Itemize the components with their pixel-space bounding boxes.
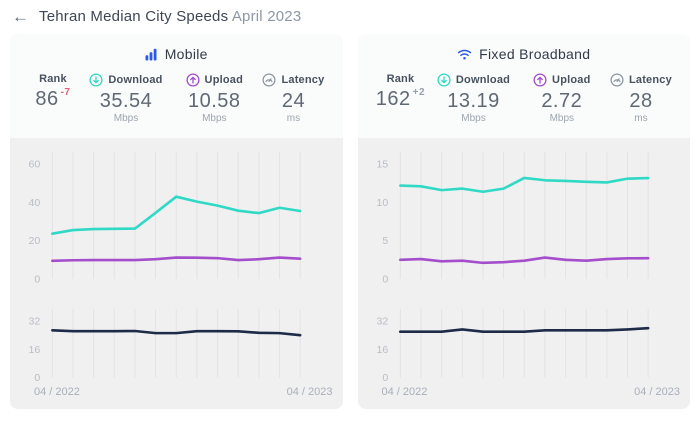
mobile-charts: 60 40 20 0 32 16 0 04 / 2022 04 / 2023 [10,138,343,398]
signal-bars-icon [145,48,158,61]
rank-change-badge: +2 [412,87,426,99]
stat-label: Upload [552,74,591,86]
x-axis-start-label: 04 / 2022 [34,385,80,398]
svg-text:16: 16 [28,344,40,356]
svg-text:0: 0 [382,274,388,286]
stat-download: Download 13.19 Mbps [429,73,517,125]
stat-label: Download [455,74,511,86]
wifi-icon [457,48,472,61]
stat-unit: Mbps [461,113,486,124]
network-label: Fixed Broadband [479,46,591,62]
x-axis-end-label: 04 / 2023 [634,385,680,398]
svg-text:20: 20 [28,235,40,247]
stat-unit: Mbps [113,113,139,124]
network-label: Mobile [164,46,208,62]
back-arrow-icon[interactable]: ← [12,7,29,26]
svg-text:40: 40 [28,197,40,209]
fixed-charts: 15 10 5 0 32 16 0 04 / 2022 04 / 2023 [358,138,691,398]
svg-text:0: 0 [34,274,40,286]
mobile-stats: Rank 86 -7 Download [24,73,329,125]
stat-label: Latency [281,74,325,86]
latency-gauge-icon [262,73,276,87]
fixed-card-header: Fixed Broadband Rank 162 +2 [357,34,690,138]
stat-label: Download [108,74,163,86]
page-title-main: Tehran Median City Speeds [39,8,229,25]
mobile-latency-chart: 32 16 0 [28,309,302,384]
x-axis-start-label: 04 / 2022 [381,385,428,398]
stat-label: Rank [386,73,415,85]
fixed-broadband-card: Fixed Broadband Rank 162 +2 [357,34,691,409]
svg-text:32: 32 [28,316,40,328]
stat-value: 162 +2 [375,87,426,110]
stat-value: 28 [629,90,653,112]
rank-change-badge: -7 [60,87,71,99]
stat-rank: Rank 162 +2 [372,73,430,125]
stat-unit: Mbps [202,113,227,124]
stat-label: Latency [628,74,672,86]
fixed-latency-chart: 32 16 0 [376,309,649,384]
stat-value: 2.72 [541,90,583,112]
upload-arrow-icon [533,73,547,87]
stat-value: 10.58 [188,90,241,112]
svg-text:16: 16 [376,344,388,356]
stat-upload: Upload 2.72 Mbps [518,73,606,125]
svg-text:0: 0 [382,372,388,384]
stat-unit: ms [286,113,301,124]
stat-unit: ms [634,113,648,124]
mobile-network-header: Mobile [24,46,329,62]
stat-value: 35.54 [99,90,153,112]
stat-label: Rank [39,73,67,85]
svg-text:5: 5 [382,235,388,247]
download-arrow-icon [89,73,103,87]
page-title: Tehran Median City Speeds April 2023 [39,8,301,25]
stat-value: 13.19 [447,90,500,112]
fixed-stats: Rank 162 +2 Download [372,73,677,125]
stat-latency: Latency 28 ms [606,73,676,125]
latency-gauge-icon [610,73,624,87]
page-title-period: April 2023 [231,8,302,25]
page-header: ← Tehran Median City Speeds April 2023 [0,0,700,31]
stat-value: 86 -7 [35,87,71,110]
stat-unit: Mbps [549,113,575,124]
svg-text:15: 15 [376,159,388,171]
x-axis-end-label: 04 / 2023 [286,385,333,398]
stat-rank: Rank 86 -7 [24,73,82,125]
svg-text:60: 60 [28,159,40,171]
svg-text:10: 10 [376,197,388,209]
svg-text:32: 32 [376,316,388,328]
stat-upload: Upload 10.58 Mbps [170,73,258,125]
upload-arrow-icon [185,73,200,87]
fixed-network-header: Fixed Broadband [372,46,677,62]
fixed-x-axis: 04 / 2022 04 / 2023 [358,386,691,398]
mobile-speed-chart: 60 40 20 0 [28,152,302,286]
download-arrow-icon [437,73,451,87]
mobile-card: Mobile Rank 86 -7 [10,34,343,409]
mobile-card-header: Mobile Rank 86 -7 [10,34,343,138]
fixed-speed-chart: 15 10 5 0 [376,152,649,286]
cards-row: Mobile Rank 86 -7 [10,34,690,409]
stat-value: 24 [281,90,306,112]
stat-download: Download 35.54 Mbps [82,73,170,125]
stat-label: Upload [204,74,244,86]
stat-latency: Latency 24 ms [258,73,328,125]
mobile-x-axis: 04 / 2022 04 / 2023 [10,386,343,398]
svg-text:0: 0 [34,372,40,384]
